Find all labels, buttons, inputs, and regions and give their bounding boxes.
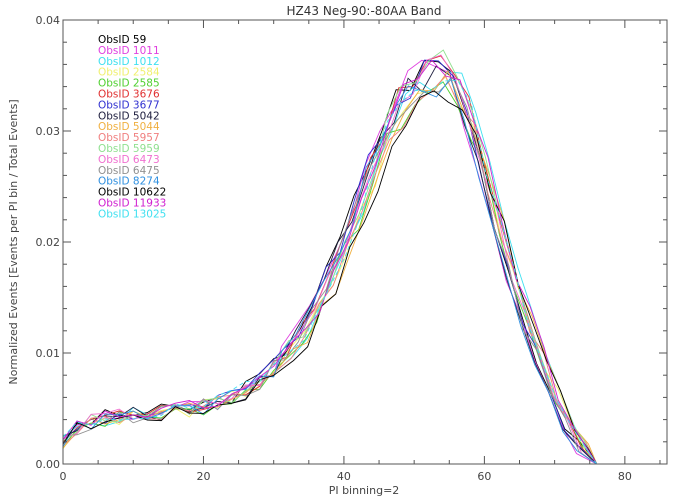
y-tick-label: 0.03 [36,125,61,138]
legend-entry: ObsID 5959 [98,143,160,155]
x-tick-label: 0 [60,470,67,483]
legend-entry: ObsID 5042 [98,110,160,122]
series-line [62,54,667,465]
legend-entry: ObsID 5044 [98,121,160,133]
legend-entry: ObsID 3676 [98,89,160,101]
series-line [62,49,667,465]
legend-entry: ObsID 1012 [98,56,160,68]
legend-entry: ObsID 11933 [98,198,166,210]
legend-entry: ObsID 5957 [98,132,160,144]
y-tick-label: 0.04 [36,14,61,27]
x-tick-label: 60 [477,470,491,483]
legend-entry: ObsID 6473 [98,154,160,166]
legend-entry: ObsID 2584 [98,67,160,79]
x-tick-label: 20 [196,470,210,483]
x-tick-label: 80 [618,470,632,483]
ticks-layer: 0 20 40 60 80 0.00 0.01 0.02 0.03 0.04 [36,14,667,483]
series-line [62,90,667,465]
series-layer [62,49,667,465]
y-axis-label: Normalized Events [Events per PI bin / T… [7,99,20,384]
legend-entry: ObsID 10622 [98,187,166,199]
series-line [62,70,667,465]
x-axis-label: PI binning=2 [329,484,400,497]
legend-entry: ObsID 8274 [98,176,160,188]
legend-entry: ObsID 2585 [98,78,160,90]
series-line [62,77,667,465]
legend-entry: ObsID 59 [98,34,146,46]
x-tick-label: 40 [337,470,351,483]
series-line [62,76,667,465]
legend-entry: ObsID 13025 [98,208,166,220]
y-tick-label: 0.02 [36,236,61,249]
y-tick-label: 0.00 [36,458,61,471]
legend-entry: ObsID 1011 [98,45,160,57]
chart-title: HZ43 Neg-90:-80AA Band [287,4,442,18]
y-tick-label: 0.01 [36,347,61,360]
legend-entry: ObsID 3677 [98,99,160,111]
legend-entry: ObsID 6475 [98,165,160,177]
